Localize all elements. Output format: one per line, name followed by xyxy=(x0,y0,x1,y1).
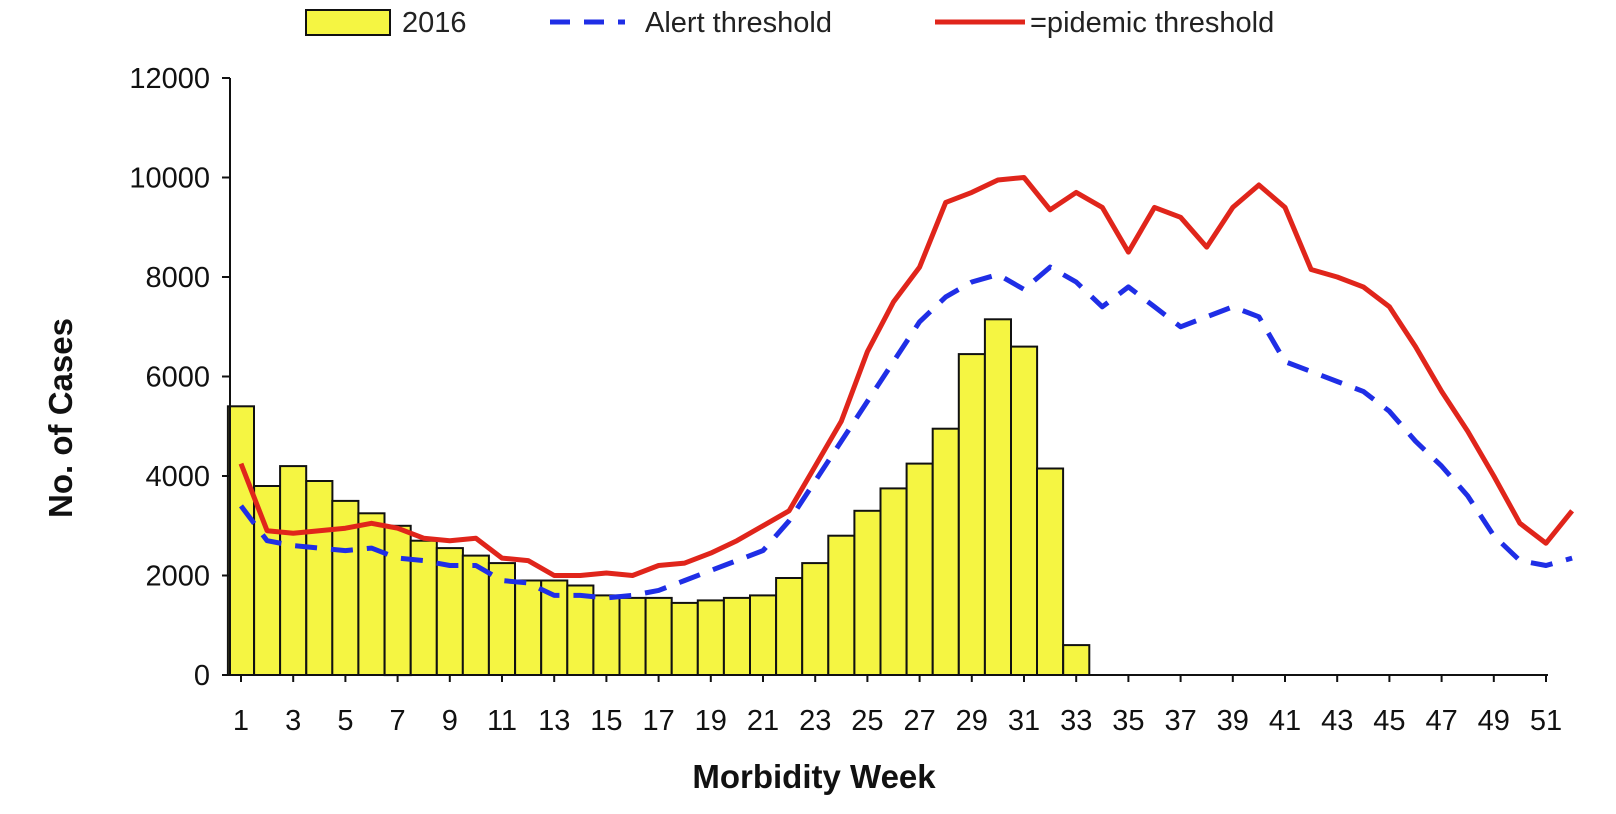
x-tick-label: 43 xyxy=(1321,705,1353,737)
legend-label-alert: Alert threshold xyxy=(645,7,832,39)
bar-week-7 xyxy=(383,524,412,677)
legend-label-epidemic: =pidemic threshold xyxy=(1030,7,1274,39)
x-tick-label: 41 xyxy=(1269,705,1301,737)
bar-week-2 xyxy=(253,485,282,676)
bar-week-30 xyxy=(983,318,1013,676)
bar-week-16 xyxy=(618,596,647,677)
x-tick-label: 25 xyxy=(851,705,883,737)
x-tick-label: 49 xyxy=(1478,705,1510,737)
bar-week-15 xyxy=(592,594,621,677)
bar-week-3 xyxy=(279,465,308,676)
bar-week-27 xyxy=(905,462,934,676)
bar-week-12 xyxy=(514,579,543,676)
bar-week-21 xyxy=(749,594,778,677)
y-tick-label: 6000 xyxy=(145,362,210,394)
x-tick-label: 17 xyxy=(642,705,674,737)
x-tick-label: 11 xyxy=(487,705,517,737)
x-tick-label: 45 xyxy=(1373,705,1405,737)
x-tick-label: 35 xyxy=(1112,705,1144,737)
bar-week-6 xyxy=(357,512,386,676)
x-tick-label: 19 xyxy=(695,705,727,737)
bars-2016 xyxy=(226,318,1091,677)
y-tick-label: 8000 xyxy=(145,262,210,294)
bar-week-22 xyxy=(775,577,804,676)
bar-week-26 xyxy=(879,487,908,676)
alert-threshold-line xyxy=(238,264,1573,601)
bar-week-14 xyxy=(566,584,595,676)
x-tick-label: 33 xyxy=(1060,705,1092,737)
bar-week-20 xyxy=(722,596,752,677)
x-tick-label: 39 xyxy=(1217,705,1249,737)
x-tick-label: 15 xyxy=(590,705,622,737)
bar-week-25 xyxy=(853,509,882,676)
x-axis-title: Morbidity Week xyxy=(692,758,936,795)
x-tick-label: 21 xyxy=(747,705,779,737)
x-tick-label: 7 xyxy=(390,705,406,737)
threshold-lines xyxy=(238,175,1575,601)
bar-week-24 xyxy=(827,534,856,677)
bar-week-28 xyxy=(931,427,960,677)
x-tick-label: 9 xyxy=(442,705,458,737)
bar-week-4 xyxy=(305,480,334,676)
x-tick-label: 3 xyxy=(285,705,301,737)
x-tick-label: 51 xyxy=(1530,705,1562,737)
legend: 2016 Alert threshold =pidemic threshold xyxy=(305,7,1274,39)
x-tick-label: 31 xyxy=(1008,705,1040,737)
x-tick-label: 29 xyxy=(956,705,988,737)
bar-week-18 xyxy=(670,601,699,677)
x-tick-label: 27 xyxy=(903,705,935,737)
y-tick-label: 2000 xyxy=(145,561,210,593)
epidemic-threshold-line xyxy=(238,175,1575,578)
x-tick-label: 1 xyxy=(233,705,249,737)
x-tick-label: 23 xyxy=(799,705,831,737)
bar-week-19 xyxy=(696,599,725,677)
bar-week-31 xyxy=(1010,345,1039,676)
y-tick-label: 10000 xyxy=(129,163,210,195)
bar-week-1 xyxy=(226,405,255,676)
bar-week-17 xyxy=(644,596,673,677)
y-axis-title: No. of Cases xyxy=(42,318,79,518)
y-tick-label: 0 xyxy=(194,660,210,692)
x-tick-label: 47 xyxy=(1425,705,1457,737)
bar-week-29 xyxy=(957,353,986,676)
legend-swatch-2016 xyxy=(305,9,391,36)
x-tick-label: 5 xyxy=(337,705,353,737)
y-tick-label: 12000 xyxy=(129,63,210,95)
y-tick-label: 4000 xyxy=(145,461,210,493)
legend-label-2016: 2016 xyxy=(402,7,467,39)
bar-week-33 xyxy=(1062,644,1091,676)
bar-week-32 xyxy=(1036,467,1065,676)
bar-week-23 xyxy=(801,562,830,676)
x-tick-label: 37 xyxy=(1164,705,1196,737)
x-tick-label: 13 xyxy=(538,705,570,737)
